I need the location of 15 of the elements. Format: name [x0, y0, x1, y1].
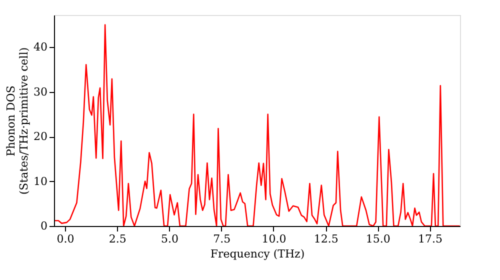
x-tick-label: 15.0 [366, 232, 390, 246]
x-tick-label: 7.5 [213, 232, 231, 246]
x-tick-label: 17.5 [418, 232, 443, 246]
y-tick-label: 10 [34, 174, 48, 188]
y-axis-title: Phonon DOS (States/THz·primitive cell) [4, 47, 31, 195]
y-tick-label: 20 [34, 130, 48, 144]
x-tick-label: 2.5 [108, 232, 126, 246]
x-tick-label: 5.0 [161, 232, 179, 246]
y-tick-label: 40 [34, 40, 48, 54]
x-tick-label: 0.0 [56, 232, 74, 246]
y-tick-label: 30 [34, 85, 48, 98]
x-axis-title: Frequency (THz) [210, 248, 305, 260]
x-tick-label: 12.5 [314, 232, 338, 246]
y-tick-label: 0 [40, 220, 48, 232]
x-tick-label: 10.0 [262, 232, 286, 246]
